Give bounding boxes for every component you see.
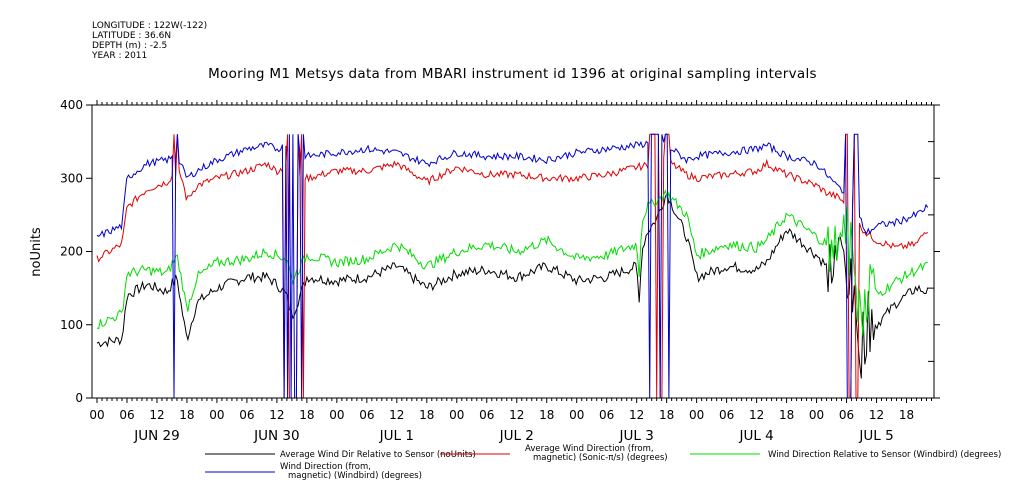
series-line-blue — [96, 133, 929, 399]
y-axis-label: noUnits — [29, 227, 44, 277]
day-label: JUL 1 — [379, 428, 414, 444]
day-label: JUL 3 — [619, 428, 654, 444]
meta-year: YEAR : 2011 — [92, 51, 148, 61]
legend: Average Wind Dir Relative to Sensor (noU… — [205, 444, 1001, 481]
x-tick-label: 00 — [329, 408, 344, 422]
x-tick-label: 12 — [269, 408, 284, 422]
x-tick-label: 00 — [569, 408, 584, 422]
series-line-green — [96, 188, 928, 337]
series-line-black — [96, 193, 929, 379]
day-label: JUN 29 — [133, 428, 179, 444]
plot-lines — [96, 133, 929, 399]
meta-longitude: LONGITUDE : 122W(-122) — [92, 21, 208, 31]
series-line-red — [96, 133, 929, 399]
legend-label: Wind Direction Relative to Sensor (Windb… — [768, 450, 1001, 460]
x-tick-label: 06 — [719, 408, 734, 422]
x-tick-label: 12 — [389, 408, 404, 422]
x-tick-label: 06 — [119, 408, 134, 422]
x-tick-label: 12 — [749, 408, 764, 422]
x-tick-label: 12 — [509, 408, 524, 422]
x-tick-label: 00 — [89, 408, 104, 422]
day-label: JUN 30 — [253, 428, 299, 444]
x-tick-label: 00 — [209, 408, 224, 422]
legend-label-line2: magnetic) (Windbird) (degrees) — [288, 471, 422, 481]
x-tick-label: 06 — [239, 408, 254, 422]
x-tick-label: 12 — [869, 408, 884, 422]
meta-depth: DEPTH (m) : -2.5 — [92, 41, 168, 51]
x-tick-label: 18 — [179, 408, 194, 422]
meta-latitude: LATITUDE : 36.6N — [92, 31, 172, 41]
axes: 0 100 200 300 400 00 06 12 18 00 06 12 18 00 06 12 18 00 0… — [60, 98, 940, 444]
x-tick-label: 18 — [659, 408, 674, 422]
x-tick-label: 18 — [419, 408, 434, 422]
x-tick-label: 00 — [689, 408, 704, 422]
day-label: JUL 5 — [858, 428, 893, 444]
legend-label: Average Wind Dir Relative to Sensor (noU… — [280, 450, 476, 460]
legend-label-line1: Wind Direction (from, — [280, 462, 371, 472]
x-tick-label: 18 — [899, 408, 914, 422]
metadata-block: LONGITUDE : 122W(-122) LATITUDE : 36.6N … — [92, 21, 207, 61]
x-tick-label: 18 — [539, 408, 554, 422]
chart-title: Mooring M1 Metsys data from MBARI instru… — [208, 66, 817, 82]
x-tick-label: 00 — [449, 408, 464, 422]
legend-label: Average Wind Direction (from, magnetic) (… — [525, 444, 668, 463]
y-tick-label: 200 — [60, 245, 83, 259]
x-tick-label: 18 — [779, 408, 794, 422]
legend-label: Wind Direction (from, magnetic) (Windbird… — [280, 462, 422, 481]
x-tick-label: 12 — [149, 408, 164, 422]
y-tick-label: 300 — [60, 171, 83, 185]
day-label: JUL 2 — [499, 428, 534, 444]
x-tick-label: 18 — [299, 408, 314, 422]
legend-label-line2: magnetic) (Sonic-π/s) (degrees) — [533, 453, 668, 463]
y-tick-label: 400 — [60, 98, 83, 112]
legend-label-line1: Average Wind Direction (from, — [525, 444, 654, 454]
y-tick-label: 0 — [75, 391, 83, 405]
y-tick-label: 100 — [60, 318, 83, 332]
x-tick-label: 12 — [629, 408, 644, 422]
x-tick-label: 00 — [809, 408, 824, 422]
x-tick-label: 06 — [359, 408, 374, 422]
x-tick-label: 06 — [479, 408, 494, 422]
x-tick-label: 06 — [599, 408, 614, 422]
day-label: JUL 4 — [738, 428, 773, 444]
x-tick-label: 06 — [839, 408, 854, 422]
